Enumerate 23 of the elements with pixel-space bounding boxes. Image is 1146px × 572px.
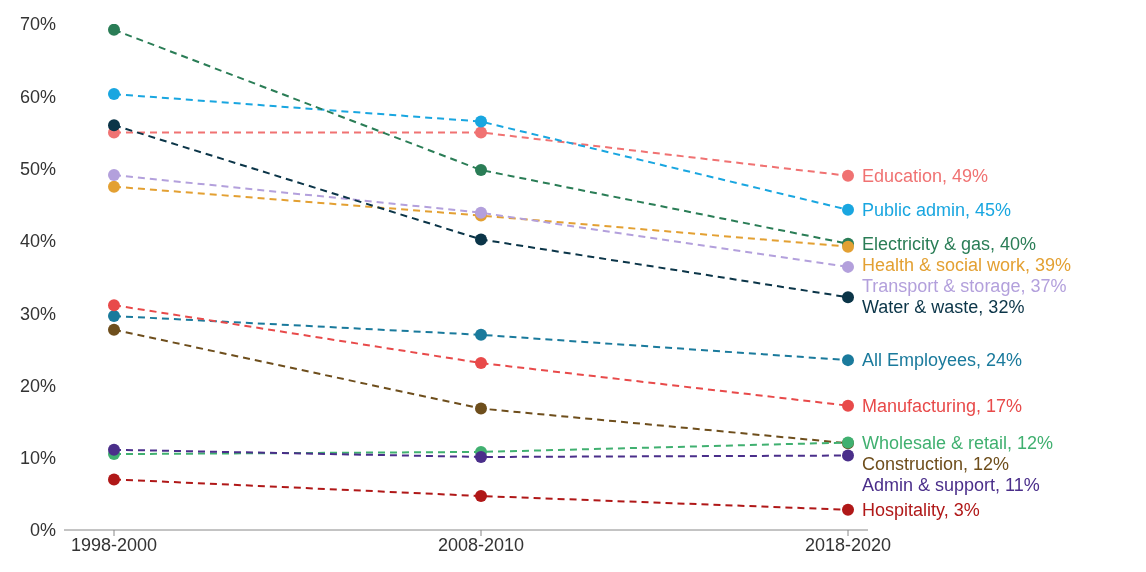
series-label: Hospitality, 3% <box>862 499 980 520</box>
y-tick-label: 20% <box>19 375 56 396</box>
y-tick-label: 30% <box>19 303 56 324</box>
y-tick-label: 0% <box>29 520 56 541</box>
series-label: Admin & support, 11% <box>862 474 1040 495</box>
series-label: Transport & storage, 37% <box>862 275 1067 296</box>
y-tick-label: 70% <box>19 14 56 35</box>
series-label: Electricity & gas, 40% <box>862 233 1037 254</box>
y-tick-label: 50% <box>19 158 56 179</box>
y-tick-label: 60% <box>19 86 56 107</box>
x-tick-label: 2008-2010 <box>437 534 525 555</box>
series-label: Wholesale & retail, 12% <box>862 432 1054 453</box>
series-label: Manufacturing, 17% <box>862 395 1023 416</box>
x-tick-label: 2018-2020 <box>804 534 892 555</box>
y-tick-label: 40% <box>19 231 56 252</box>
series-label: All Employees, 24% <box>862 350 1023 371</box>
series-label: Construction, 12% <box>862 453 1010 474</box>
x-tick-label: 1998-2000 <box>70 534 158 555</box>
series-label: Public admin, 45% <box>862 199 1012 220</box>
series-label: Water & waste, 32% <box>862 296 1025 317</box>
y-tick-label: 10% <box>19 448 56 469</box>
series-label: Health & social work, 39% <box>862 254 1072 275</box>
series-label: Education, 49% <box>862 165 989 186</box>
